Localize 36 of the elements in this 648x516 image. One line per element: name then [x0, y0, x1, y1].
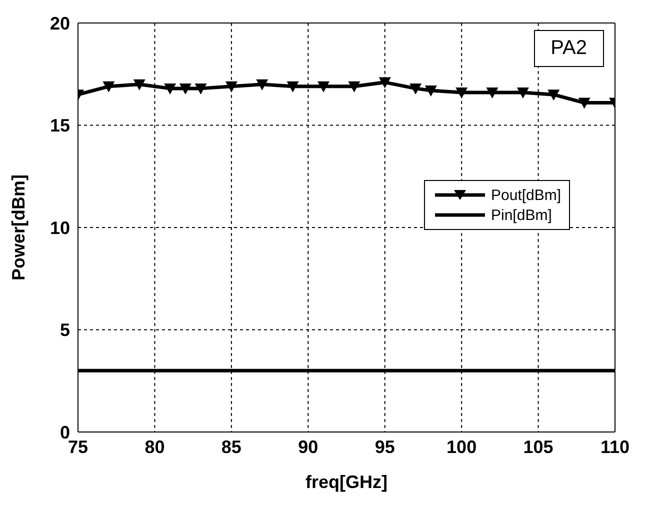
point [164, 83, 176, 94]
y-axis-title: Power[dBm] [8, 174, 28, 281]
point [286, 81, 299, 92]
x-tick-label: 75 [68, 436, 88, 457]
point [225, 81, 238, 92]
point [486, 88, 498, 99]
legend-label: Pout[dBm] [491, 186, 562, 204]
point [548, 90, 560, 101]
x-tick-label: 90 [298, 436, 318, 457]
y-tick-label: 15 [50, 116, 70, 136]
point [194, 83, 207, 94]
x-tick-label: 95 [374, 436, 395, 457]
point [516, 88, 529, 99]
x-tick-label: 85 [221, 436, 242, 457]
y-tick-label: 20 [50, 13, 70, 34]
x-tick-label: 105 [523, 436, 554, 457]
x-tick-label: 80 [144, 436, 165, 457]
point [348, 81, 360, 92]
point [179, 83, 192, 94]
annotation: PA2 [534, 30, 604, 67]
x-tick-label: 110 [600, 436, 630, 457]
x-tick-label: 100 [446, 436, 477, 457]
x-axis-title: freq[GHz] [306, 472, 388, 492]
y-tick-label: 10 [50, 218, 70, 238]
point [317, 81, 330, 92]
y-tick-label: 5 [60, 320, 70, 340]
point [410, 83, 422, 94]
y-tick-label: 0 [60, 422, 70, 442]
point [578, 98, 590, 109]
point [424, 85, 437, 96]
legend-label: Pin[dBm] [491, 206, 552, 224]
point [102, 81, 115, 92]
point [256, 79, 268, 90]
point [133, 79, 146, 90]
point [378, 77, 391, 88]
point [456, 88, 468, 99]
